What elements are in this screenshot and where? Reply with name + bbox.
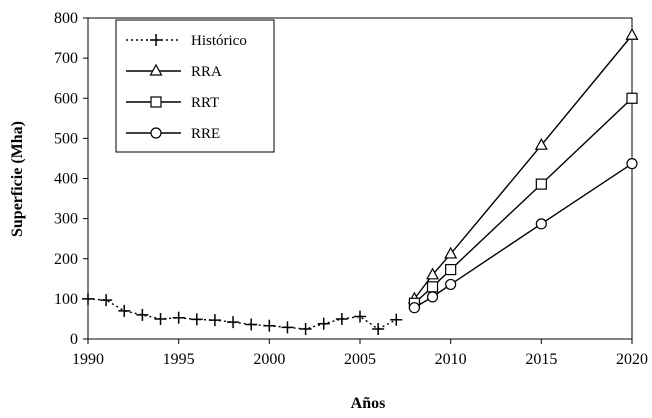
data-point-rre xyxy=(426,291,439,303)
axes xyxy=(83,17,633,344)
x-tick-label: 2000 xyxy=(253,351,285,368)
y-tick-label: 500 xyxy=(54,130,78,147)
y-tick-label: 200 xyxy=(54,251,78,268)
data-point-rre xyxy=(626,158,638,170)
data-point-hist-rico xyxy=(136,308,149,321)
y-tick-label: 400 xyxy=(54,171,78,188)
tick-labels: 1990 1995 2000 2005 2010 2015 2020 0 100 200 300 40… xyxy=(54,10,648,368)
data-point-rra xyxy=(444,246,458,259)
y-tick-label: 600 xyxy=(54,90,78,107)
y-tick-label: 300 xyxy=(54,211,78,228)
x-tick-label: 1995 xyxy=(163,351,195,368)
data-point-hist-rico xyxy=(154,312,167,325)
data-point-rrt xyxy=(626,92,638,104)
y-tick-label: 0 xyxy=(70,331,78,348)
data-point-hist-rico xyxy=(354,310,366,323)
data-point-hist-rico xyxy=(317,317,330,330)
data-point-hist-rico xyxy=(372,322,385,335)
data-point-hist-rico xyxy=(263,319,276,332)
data-point-hist-rico xyxy=(100,294,113,307)
data-point-rrt xyxy=(445,263,457,276)
data-point-rre xyxy=(408,302,420,314)
series-rrt xyxy=(408,92,638,309)
data-point-hist-rico xyxy=(82,292,94,305)
x-axis-title: Años xyxy=(351,395,386,412)
data-point-rre xyxy=(445,278,457,291)
series-layer xyxy=(82,28,639,335)
data-point-hist-rico xyxy=(390,313,403,326)
x-tick-label: 2005 xyxy=(344,351,376,368)
data-point-hist-rico xyxy=(245,318,258,331)
series-rre xyxy=(408,158,638,314)
data-point-hist-rico xyxy=(335,312,348,325)
y-axis-title: Superficie (Mha) xyxy=(9,121,26,237)
x-tick-label: 2010 xyxy=(435,351,467,368)
data-point-rra xyxy=(625,28,639,40)
data-point-hist-rico xyxy=(118,304,131,317)
legend-marker-hist-rico xyxy=(150,34,162,46)
y-tick-label: 800 xyxy=(54,10,78,27)
data-point-rrt xyxy=(426,281,439,293)
legend-marker-rrt xyxy=(150,96,162,108)
legend-label-rrt: RRT xyxy=(191,95,219,111)
series-hist-rico xyxy=(82,292,403,335)
data-point-hist-rico xyxy=(281,321,294,334)
series-line-hist-rico xyxy=(87,298,397,330)
data-point-rra xyxy=(426,267,440,280)
data-point-hist-rico xyxy=(208,314,221,327)
legend-marker-rra xyxy=(149,63,163,76)
data-point-rrt xyxy=(535,178,547,190)
x-tick-label: 1990 xyxy=(72,351,104,368)
series-line-rra xyxy=(413,34,633,300)
x-tick-label: 2015 xyxy=(525,351,557,368)
data-point-hist-rico xyxy=(172,311,185,324)
data-point-hist-rico xyxy=(299,322,312,335)
data-point-hist-rico xyxy=(190,313,203,326)
legend-label-hist-rico: Histórico xyxy=(191,33,247,49)
data-point-hist-rico xyxy=(227,316,240,329)
legend-marker-rre xyxy=(150,127,162,139)
series-rra xyxy=(407,28,639,304)
x-tick-label: 2020 xyxy=(616,351,648,368)
data-point-rra xyxy=(534,137,548,150)
y-tick-label: 100 xyxy=(54,291,78,308)
data-point-rre xyxy=(535,218,547,230)
y-tick-label: 700 xyxy=(54,50,78,67)
legend-box xyxy=(115,19,275,153)
legend-label-rra: RRA xyxy=(191,64,222,80)
legend: Histórico RRA RRT RRE xyxy=(115,19,275,153)
legend-label-rre: RRE xyxy=(191,126,220,142)
